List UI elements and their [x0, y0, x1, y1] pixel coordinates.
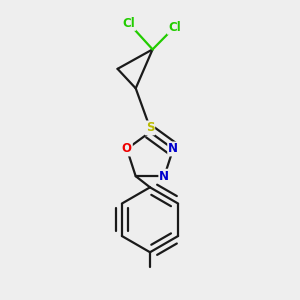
Text: O: O	[122, 142, 132, 155]
Text: S: S	[146, 122, 154, 134]
Text: Cl: Cl	[168, 21, 181, 34]
Text: N: N	[168, 142, 178, 155]
Text: Cl: Cl	[122, 17, 135, 30]
Text: N: N	[159, 170, 169, 183]
